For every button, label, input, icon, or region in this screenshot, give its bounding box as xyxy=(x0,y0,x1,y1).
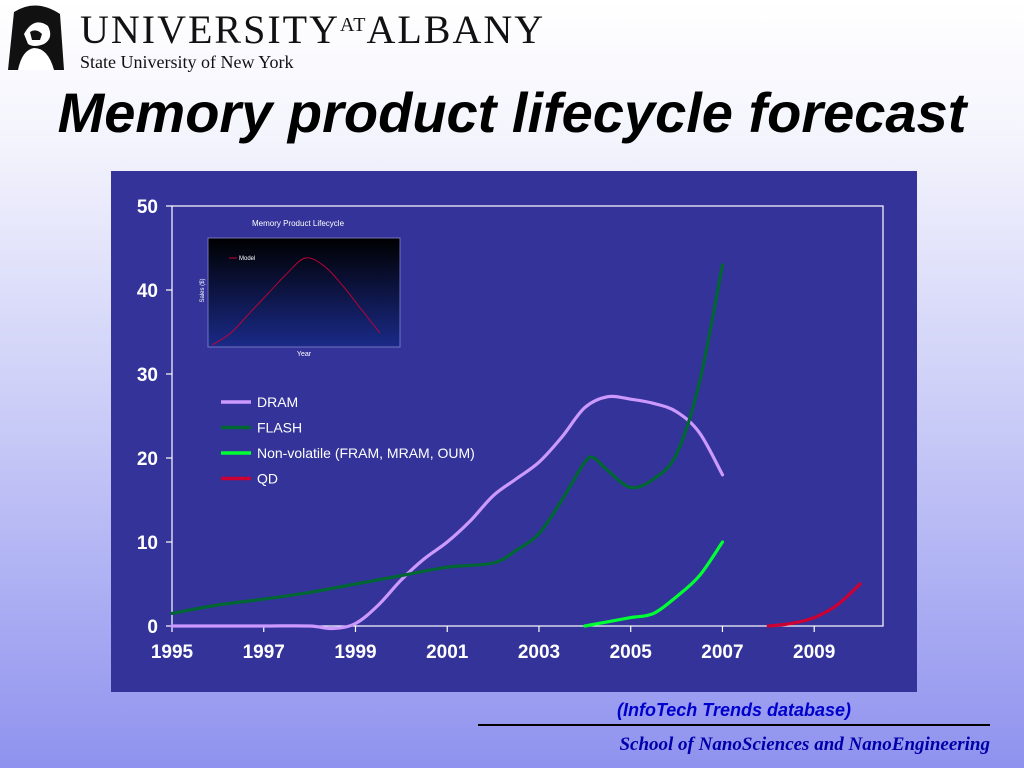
plot-area-frame xyxy=(171,205,884,627)
y-tick-label: 30 xyxy=(137,365,158,386)
source-citation: (InfoTech Trends database) xyxy=(616,700,852,720)
logo-subtitle: State University of New York xyxy=(80,52,294,72)
inset-plot-area xyxy=(207,237,401,348)
x-tick-label: 2009 xyxy=(793,642,835,663)
x-tick-label: 1995 xyxy=(151,642,194,663)
legend-label: FLASH xyxy=(257,420,302,436)
x-tick-label: 2005 xyxy=(610,642,653,663)
y-tick-label: 20 xyxy=(137,449,158,470)
inset-x-axis-label: Year xyxy=(297,351,312,358)
footer-text: School of NanoSciences and NanoEngineeri… xyxy=(619,734,990,755)
x-tick-label: 2007 xyxy=(701,642,743,663)
x-tick-label: 1997 xyxy=(243,642,285,663)
y-tick-label: 50 xyxy=(137,197,158,218)
logo-name-university: UNIVERSITY xyxy=(80,7,340,52)
inset-y-axis-label: Sales ($) xyxy=(200,278,206,302)
series-line-1 xyxy=(170,263,725,615)
y-tick-label: 0 xyxy=(147,617,158,638)
minerva-seal-icon xyxy=(8,5,64,70)
chart-panel: 1995 1997 1999 2001 2003 2005 2007 2009 0 10 20 30 4… xyxy=(111,171,917,692)
university-logo: UNIVERSITYATALBANY State University of N… xyxy=(4,4,544,74)
slide-title: Memory product lifecycle forecast xyxy=(57,81,967,144)
legend-label: QD xyxy=(257,471,278,487)
legend-label: DRAM xyxy=(257,394,298,410)
series-line-2 xyxy=(583,540,725,628)
series-line-3 xyxy=(766,582,862,628)
logo-wordmark: UNIVERSITYATALBANY xyxy=(80,6,545,53)
series-line-0 xyxy=(170,394,725,631)
y-tick-label: 40 xyxy=(137,281,158,302)
footer-divider xyxy=(478,724,990,726)
x-tick-label: 2001 xyxy=(426,642,469,663)
y-tick-label: 10 xyxy=(137,533,158,554)
logo-name-at: AT xyxy=(339,14,367,36)
x-tick-label: 1999 xyxy=(334,642,376,663)
logo-name-albany: ALBANY xyxy=(366,7,546,52)
inset-title: Memory Product Lifecycle xyxy=(252,219,345,228)
inset-series-line xyxy=(211,257,381,346)
x-tick-label: 2003 xyxy=(518,642,560,663)
legend-label: Non-volatile (FRAM, MRAM, OUM) xyxy=(257,445,475,461)
lifecycle-chart: 1995 1997 1999 2001 2003 2005 2007 2009 0 10 20 30 4… xyxy=(111,171,917,692)
inset-legend-label: Model xyxy=(239,256,255,262)
